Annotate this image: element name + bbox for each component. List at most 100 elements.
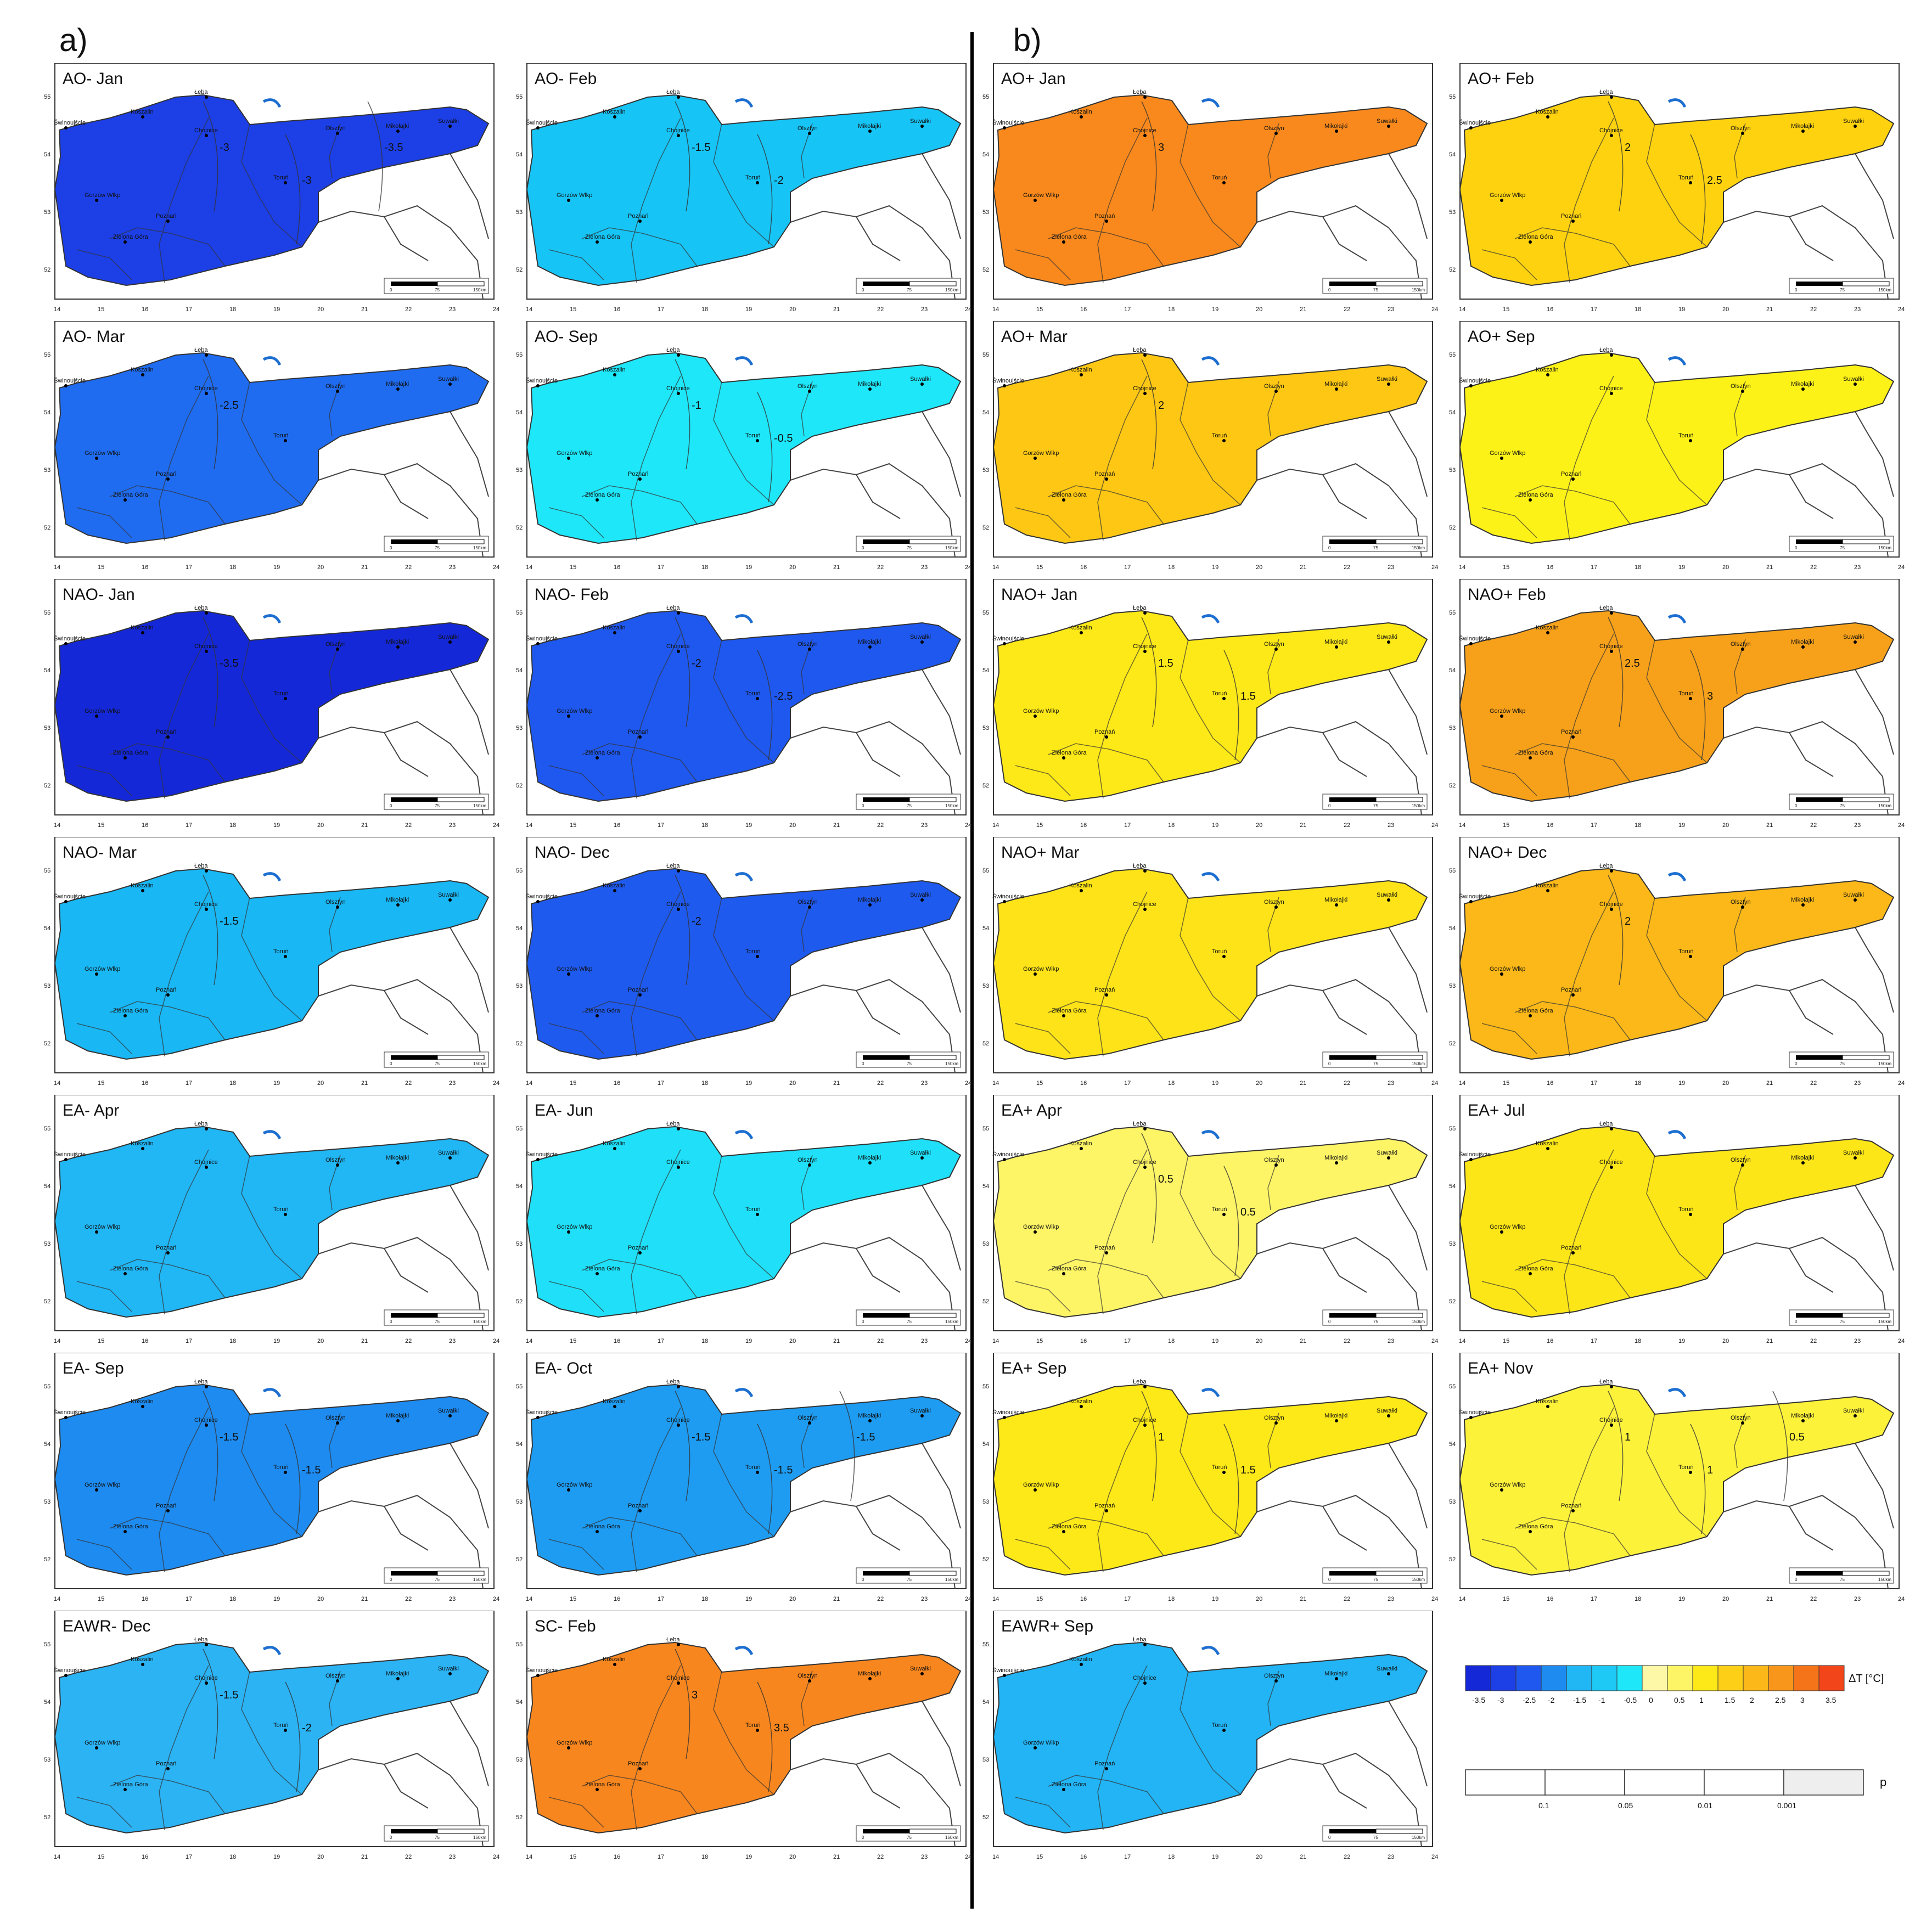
city-marker: [536, 126, 540, 130]
lon-tick: 16: [614, 1854, 620, 1860]
city-label: Poznań: [628, 471, 648, 477]
province-border: [548, 891, 813, 1057]
scalebar-white: [437, 1313, 485, 1318]
panel-content: Łeba Koszalin Świnoujście Chojnice Olsztyn Mi…: [516, 1095, 971, 1344]
city-marker: [613, 1147, 616, 1150]
city-label: Świnoujście: [54, 1667, 86, 1674]
neighbour-border: [318, 153, 489, 300]
city-label: Koszalin: [1069, 625, 1092, 631]
lon-tick: 24: [1431, 1080, 1438, 1087]
scalebar-zero: 0: [1328, 545, 1331, 550]
lon-tick: 19: [1212, 1596, 1218, 1602]
city-label: Łeba: [666, 89, 680, 95]
scalebar-mid: 75: [907, 1835, 912, 1840]
city-label: Suwałki: [1377, 376, 1397, 382]
scalebar-mid: 75: [1840, 1061, 1845, 1066]
lat-tick: 53: [982, 467, 989, 474]
lon-tick: 15: [570, 1080, 576, 1087]
lon-tick: 19: [745, 1338, 752, 1344]
contour-label: 1: [1707, 1464, 1713, 1476]
province-border: [76, 891, 341, 1057]
city-label: Koszalin: [603, 625, 626, 631]
city-marker: [1335, 903, 1338, 907]
lon-tick: 23: [1388, 564, 1394, 571]
lon-tick: 17: [186, 1338, 192, 1344]
lon-tick: 20: [1256, 1338, 1262, 1344]
lon-tick: 16: [614, 1596, 620, 1602]
city-label: Gorzów Wlkp: [85, 1482, 120, 1488]
city-label: Świnoujście: [1459, 635, 1491, 642]
lon-tick: 18: [229, 822, 236, 829]
city-marker: [205, 353, 208, 357]
lat-tick: 55: [516, 610, 523, 616]
legend-tick: -3.5: [1472, 1696, 1485, 1704]
panel-content: -2 Łeba Koszalin Świnoujście Chojnice Olsztyn…: [516, 837, 971, 1087]
lon-tick: 18: [701, 564, 708, 571]
lon-tick: 21: [1766, 822, 1773, 829]
coastline-hook: [734, 98, 754, 108]
province-border: [1015, 117, 1279, 283]
lon-tick: 16: [1547, 822, 1553, 829]
city-marker: [1546, 631, 1549, 634]
lon-tick: 21: [833, 306, 840, 313]
city-marker: [64, 384, 68, 387]
lat-tick: 55: [516, 868, 523, 874]
city-marker: [1610, 392, 1613, 395]
city-marker: [336, 905, 339, 909]
lat-tick: 54: [44, 151, 50, 158]
lon-tick: 19: [745, 306, 752, 313]
city-marker: [95, 457, 98, 460]
lon-tick: 21: [833, 822, 840, 829]
lat-tick: 55: [516, 94, 523, 100]
city-label: Olsztyn: [1264, 383, 1284, 390]
panel-content: -1.5 -1.5 Łeba Koszalin Świnoujście Chojnice O…: [44, 1353, 499, 1602]
legend-tick: -2: [1548, 1696, 1555, 1704]
city-label: Toruń: [1678, 175, 1694, 181]
city-label: Toruń: [1678, 948, 1694, 955]
lat-tick: 53: [516, 1241, 523, 1247]
contour-line: [757, 650, 773, 761]
lon-tick: 17: [186, 1080, 192, 1087]
neighbour-border: [1256, 927, 1428, 1073]
coastline-hook: [1201, 356, 1220, 366]
lon-tick: 14: [54, 306, 60, 313]
city-label: Zielona Góra: [1518, 492, 1553, 498]
city-label: Chojnice: [194, 1675, 218, 1681]
scalebar-end: 150km: [1412, 1319, 1425, 1324]
contour-label: 3: [1707, 690, 1713, 702]
lon-tick: 20: [1256, 1854, 1262, 1860]
city-marker: [205, 95, 208, 99]
city-label: Zielona Góra: [1052, 492, 1087, 498]
province-border: [76, 117, 341, 283]
scalebar-mid: 75: [1373, 1835, 1378, 1840]
map-panel: 2.5 3 Łeba Koszalin Świnoujście Chojnice Olszt…: [1449, 579, 1905, 829]
city-label: Łeba: [1599, 863, 1613, 869]
city-marker: [336, 1679, 339, 1683]
scalebar-zero: 0: [1795, 1319, 1798, 1324]
contour-line: [203, 359, 218, 470]
city-marker: [1571, 1509, 1575, 1512]
lon-tick: 21: [1300, 1080, 1306, 1087]
city-label: Koszalin: [603, 109, 626, 115]
neighbour-border: [1256, 1701, 1428, 1847]
panel-title: EA- Sep: [63, 1359, 124, 1377]
city-label: Koszalin: [131, 1140, 154, 1147]
region-fill: [992, 868, 1428, 1060]
city-marker: [64, 1416, 68, 1419]
city-label: Koszalin: [603, 367, 626, 373]
panel-title: AO+ Jan: [1001, 70, 1066, 88]
city-marker: [536, 1674, 540, 1677]
province-border: [1015, 633, 1279, 799]
region-fill: [992, 94, 1428, 286]
city-marker: [677, 95, 680, 99]
city-label: Suwałki: [438, 1408, 459, 1414]
region-fill: [54, 352, 490, 544]
city-label: Zielona Góra: [113, 1781, 148, 1788]
lat-tick: 52: [516, 1040, 523, 1047]
lon-tick: 17: [658, 1080, 664, 1087]
city-marker: [1105, 477, 1108, 481]
city-label: Olsztyn: [325, 1415, 346, 1421]
lon-tick: 15: [98, 306, 104, 313]
city-marker: [868, 387, 872, 391]
city-label: Poznań: [1561, 1245, 1581, 1251]
